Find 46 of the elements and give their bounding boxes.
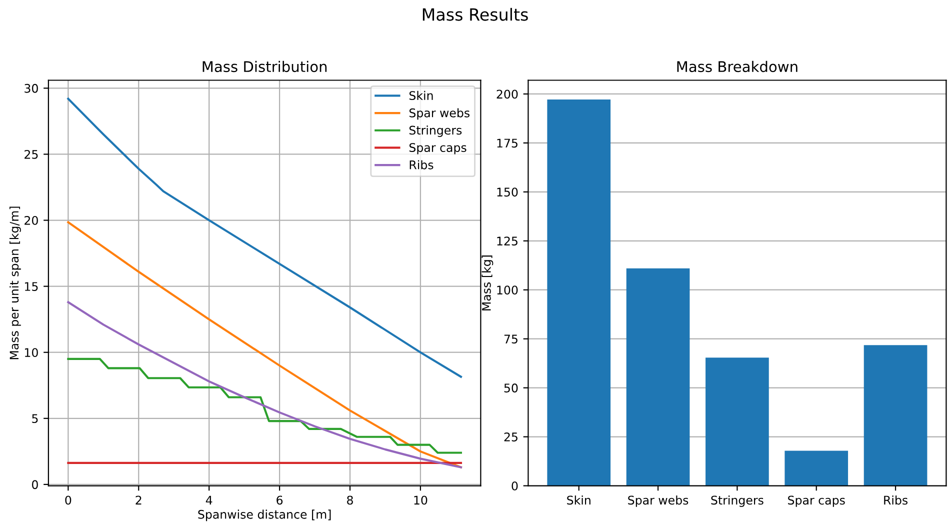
- y-tick-label: 75: [504, 334, 518, 344]
- line-series: [67, 221, 462, 468]
- y-tick-label: 125: [497, 236, 518, 246]
- y-tick-label: 5: [32, 414, 38, 424]
- legend-label: Stringers: [409, 126, 462, 137]
- text: Mass Results: [422, 8, 528, 21]
- y-axis-title: Mass [kg]: [482, 256, 494, 310]
- y-tick-label: 15: [25, 282, 38, 291]
- y-tick-label: 0: [32, 480, 38, 490]
- y-tick-label: 20: [24, 216, 38, 225]
- legend-label: Ribs: [410, 160, 434, 170]
- legend-label: Spar caps: [409, 143, 466, 154]
- y-tick-label: 50: [504, 384, 518, 392]
- x-tick-label: Spar caps: [788, 496, 845, 507]
- x-tick-label: 6: [276, 496, 283, 505]
- x-tick-label: 10: [414, 496, 428, 505]
- line-series: [67, 301, 462, 468]
- bar: [706, 358, 769, 486]
- bar: [547, 99, 611, 486]
- x-tick-label: Spar webs: [628, 495, 688, 507]
- chart-title: Mass Distribution: [202, 60, 327, 72]
- y-tick-label: 200: [496, 90, 518, 99]
- y-tick-label: 175: [497, 138, 518, 148]
- bar: [784, 450, 848, 486]
- y-tick-label: 30: [24, 84, 38, 93]
- y-axis-title: Mass per unit span [kg/m]: [10, 206, 21, 360]
- chart-title: Mass Breakdown: [677, 60, 798, 72]
- y-tick-label: 150: [497, 188, 518, 197]
- line-series: [67, 358, 462, 454]
- x-axis-title: Spanwise distance [m]: [198, 510, 331, 522]
- legend-label: Spar webs: [409, 108, 470, 120]
- x-tick-label: Skin: [567, 495, 590, 505]
- x-tick-label: Stringers: [711, 495, 764, 507]
- x-tick-label: 0: [65, 496, 72, 505]
- x-tick-label: 4: [206, 496, 212, 504]
- x-tick-label: 8: [347, 496, 353, 505]
- y-tick-label: 10: [25, 348, 38, 358]
- y-tick-label: 25: [504, 432, 518, 442]
- bar: [864, 345, 928, 486]
- y-tick-label: 0: [512, 481, 518, 490]
- y-tick-label: 100: [497, 286, 518, 295]
- x-tick-label: Ribs: [884, 495, 908, 505]
- x-tick-label: 2: [136, 496, 142, 504]
- legend-label: Skin: [409, 90, 433, 100]
- bar: [626, 268, 690, 486]
- y-tick-label: 25: [24, 150, 38, 159]
